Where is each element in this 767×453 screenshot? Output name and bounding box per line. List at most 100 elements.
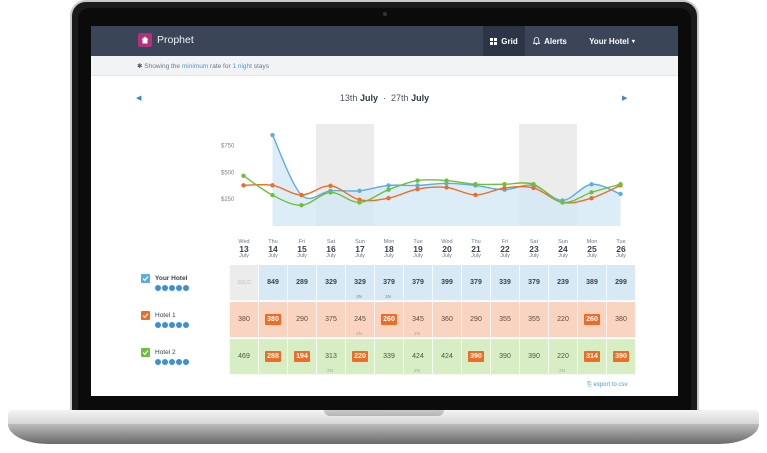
- rate-cell[interactable]: 379: [461, 265, 490, 301]
- prophet-logo-icon[interactable]: [138, 33, 152, 47]
- star-icon: [169, 285, 175, 291]
- rate-value: 399: [441, 279, 453, 286]
- date-column-header[interactable]: Tue 26 July: [606, 238, 635, 263]
- rate-cell[interactable]: 288: [258, 339, 287, 375]
- rate-cell[interactable]: 220 2N: [548, 339, 577, 375]
- rate-type-selector[interactable]: minimum: [181, 63, 209, 70]
- rate-cell[interactable]: 339: [374, 339, 403, 375]
- date-column-header[interactable]: Thu 14 July: [258, 238, 287, 263]
- rate-cell[interactable]: 194: [287, 339, 316, 375]
- rate-value: 379: [412, 279, 424, 286]
- date-column-header[interactable]: Fri 22 July: [490, 238, 519, 263]
- rate-cell[interactable]: 345 2N: [403, 302, 432, 338]
- date-column-header[interactable]: Wed 20 July: [432, 238, 461, 263]
- series-point-2: [415, 178, 420, 183]
- info-suffix: stays: [253, 63, 269, 70]
- date-column-header[interactable]: Wed 13 July: [229, 238, 258, 263]
- rate-cell[interactable]: 389: [577, 265, 606, 301]
- day-number: 20: [442, 244, 452, 254]
- series-point-1: [531, 185, 536, 191]
- date-column-header[interactable]: Thu 21 July: [461, 238, 490, 263]
- min-stay-badge: 2N: [356, 331, 362, 336]
- rate-cell[interactable]: 380: [229, 302, 258, 338]
- rate-cell[interactable]: SOLD: [229, 265, 258, 301]
- date-end-month: July: [411, 93, 430, 103]
- date-column-header[interactable]: Sun 17 July: [345, 238, 374, 263]
- rate-cell[interactable]: 339: [490, 265, 519, 301]
- rate-value: 339: [499, 279, 511, 286]
- rate-cell[interactable]: 399: [432, 265, 461, 301]
- hotel-checkbox[interactable]: [141, 274, 150, 283]
- rate-cell[interactable]: 379: [519, 265, 548, 301]
- star-icon: [155, 285, 161, 291]
- rate-value: 390: [528, 353, 540, 360]
- date-column-header[interactable]: Tue 19 July: [403, 238, 432, 263]
- month-label: July: [616, 253, 626, 259]
- rate-cell[interactable]: 260: [577, 302, 606, 338]
- rate-cell[interactable]: 289: [287, 265, 316, 301]
- rate-cell[interactable]: 355: [490, 302, 519, 338]
- day-number: 24: [558, 244, 568, 254]
- date-column-header[interactable]: Sat 23 July: [519, 238, 548, 263]
- hotel-checkbox[interactable]: [141, 348, 150, 357]
- rate-cell[interactable]: 424 2N: [403, 339, 432, 375]
- app-title[interactable]: Prophet: [157, 34, 194, 46]
- rate-cell[interactable]: 239: [548, 265, 577, 301]
- rate-cell[interactable]: 469: [229, 339, 258, 375]
- series-point-1: [473, 192, 478, 198]
- date-column-header[interactable]: Sun 24 July: [548, 238, 577, 263]
- rate-cell[interactable]: 355: [519, 302, 548, 338]
- month-label: July: [500, 253, 510, 259]
- rate-cell[interactable]: 313 2N: [316, 339, 345, 375]
- rate-cell[interactable]: 329: [316, 265, 345, 301]
- rate-cell[interactable]: 245 2N: [345, 302, 374, 338]
- rate-cell[interactable]: 390: [519, 339, 548, 375]
- highlight-rate: 380: [265, 314, 281, 325]
- rate-cell[interactable]: 849: [258, 265, 287, 301]
- rate-cell[interactable]: 424: [432, 339, 461, 375]
- hotel-checkbox[interactable]: [141, 311, 150, 320]
- prev-week-arrow-icon[interactable]: ◀: [136, 95, 142, 102]
- rate-cell[interactable]: 329 2N: [345, 265, 374, 301]
- series-point-0: [270, 132, 275, 138]
- rate-cell[interactable]: 290: [461, 302, 490, 338]
- rate-cell[interactable]: 390: [461, 339, 490, 375]
- nights-selector[interactable]: 1 night: [232, 63, 252, 70]
- series-point-1: [444, 185, 449, 190]
- rate-cell[interactable]: 390: [606, 339, 635, 375]
- rate-cell[interactable]: 380: [258, 302, 287, 338]
- grid-button[interactable]: Grid: [483, 26, 525, 56]
- month-label: July: [326, 253, 336, 259]
- rate-cell[interactable]: 380: [606, 302, 635, 338]
- rate-cell[interactable]: 290: [287, 302, 316, 338]
- hotel-name: Hotel 2: [155, 349, 176, 356]
- alerts-button[interactable]: Alerts: [529, 26, 571, 56]
- rate-cell[interactable]: 375: [316, 302, 345, 338]
- date-column-header[interactable]: Sat 16 July: [316, 238, 345, 263]
- rate-cell[interactable]: 260: [374, 302, 403, 338]
- export-csv-link[interactable]: ⎘ export to csv: [587, 382, 628, 389]
- min-stay-badge: 2N: [559, 368, 565, 373]
- rate-cell[interactable]: 360: [432, 302, 461, 338]
- laptop-base-top: [8, 410, 759, 424]
- series-point-2: [386, 187, 391, 192]
- rate-cell[interactable]: 379 2N: [374, 265, 403, 301]
- date-column-header[interactable]: Fri 15 July: [287, 238, 316, 263]
- rate-cell[interactable]: 299: [606, 265, 635, 301]
- day-label: Mon: [383, 239, 395, 245]
- rate-cell[interactable]: 220: [345, 339, 374, 375]
- rate-cell[interactable]: 390: [490, 339, 519, 375]
- date-column-header[interactable]: Mon 18 July: [374, 238, 403, 263]
- rate-cell[interactable]: 379: [403, 265, 432, 301]
- date-column-header[interactable]: Mon 25 July: [577, 238, 606, 263]
- next-week-arrow-icon[interactable]: ▶: [622, 95, 628, 102]
- day-label: Sun: [558, 239, 568, 245]
- hotel-dropdown[interactable]: Your Hotel ▾: [583, 26, 641, 56]
- y-tick-label: $750: [221, 144, 235, 150]
- info-prefix: Showing the: [144, 63, 181, 70]
- caret-down-icon: ▾: [631, 38, 635, 45]
- date-start-month: July: [359, 93, 378, 103]
- rate-cell[interactable]: 314: [577, 339, 606, 375]
- day-number: 21: [471, 244, 481, 254]
- rate-cell[interactable]: 220: [548, 302, 577, 338]
